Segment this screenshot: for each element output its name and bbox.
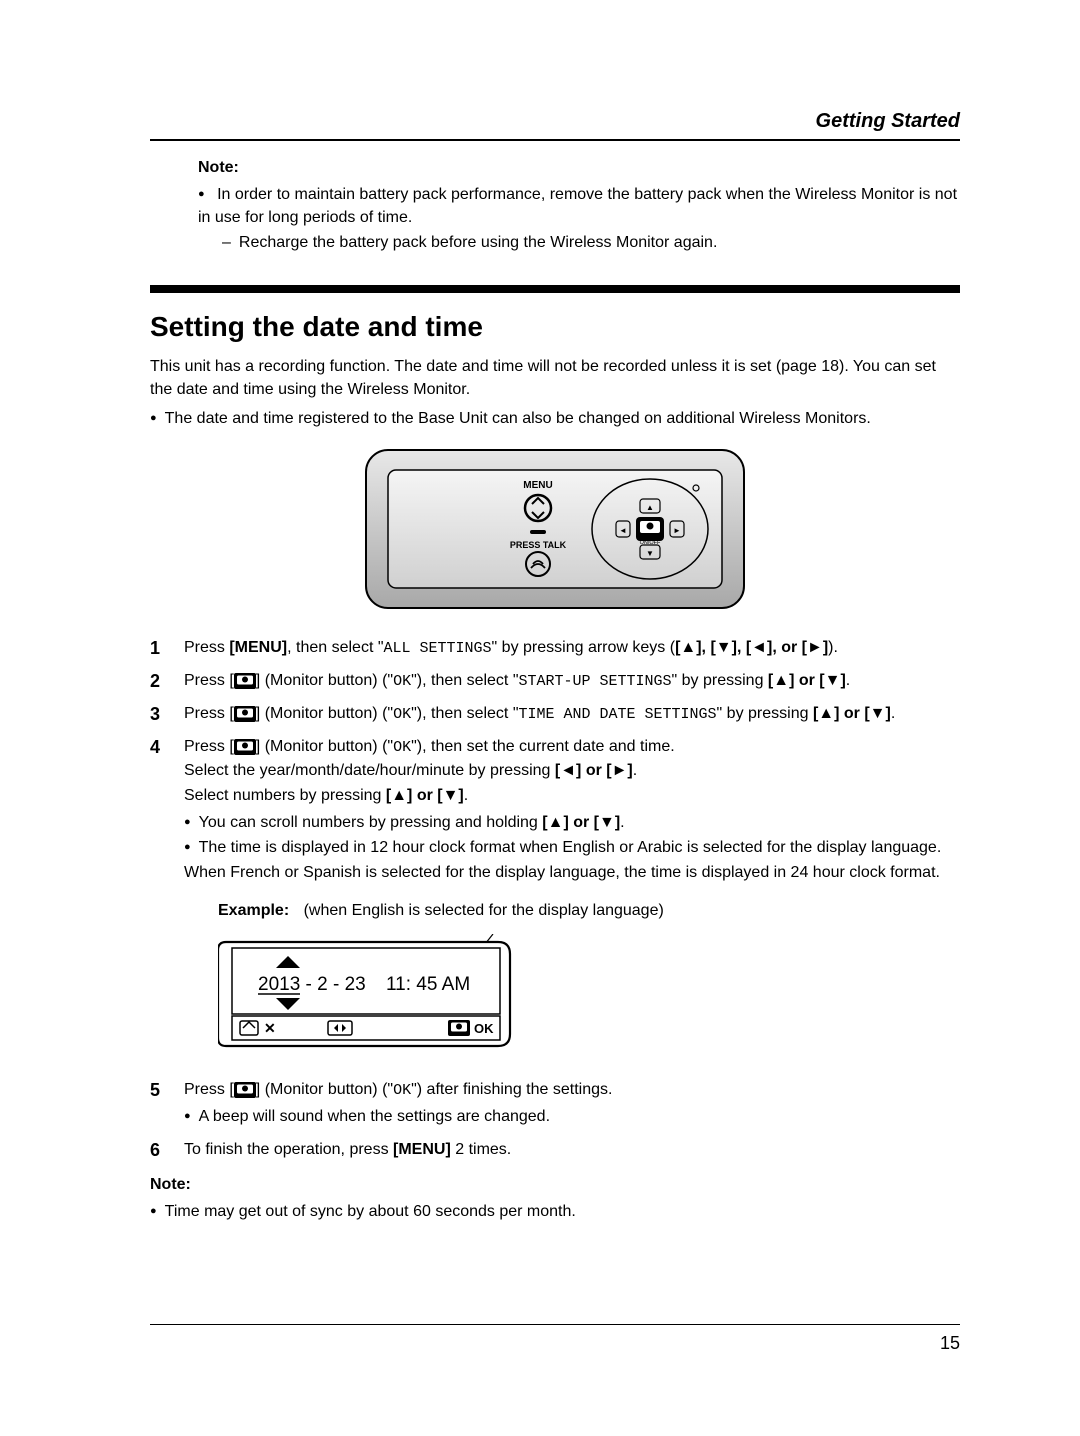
device-illustration: ▲ ▼ ◄ ► ON/OFF MENU PRESS TALK <box>360 444 750 614</box>
monitor-button-icon <box>234 1082 256 1098</box>
step-4-bullet: You can scroll numbers by pressing and h… <box>184 811 960 836</box>
svg-text:▼: ▼ <box>646 549 654 558</box>
step-2: Press [ ] (Monitor button) ("OK"), then s… <box>150 669 960 694</box>
note-label: Note: <box>150 1176 960 1194</box>
step-text: "), then select " <box>411 705 518 722</box>
monitor-button-icon <box>234 706 256 722</box>
step-text: . <box>464 787 468 804</box>
example-text: (when English is selected for the displa… <box>304 902 664 919</box>
menu-key: [MENU] <box>393 1141 451 1158</box>
svg-text:PRESS TALK: PRESS TALK <box>510 540 567 550</box>
note-bullet: Time may get out of sync by about 60 sec… <box>150 1200 960 1223</box>
step-text: ") after finishing the settings. <box>411 1081 612 1098</box>
svg-text:✕: ✕ <box>264 1020 276 1036</box>
step-text: ). <box>828 639 838 656</box>
step-text: "), then select " <box>411 672 518 689</box>
code-text: OK <box>393 739 411 756</box>
step-text: Select numbers by pressing <box>184 787 386 804</box>
section-divider <box>150 285 960 293</box>
step-1: Press [MENU], then select "ALL SETTINGS"… <box>150 636 960 661</box>
step-5: Press [ ] (Monitor button) ("OK") after f… <box>150 1078 960 1130</box>
arrow-keys: [▲] or [▼] <box>813 705 891 722</box>
step-text: Press [ <box>184 738 234 755</box>
step-text: ] (Monitor button) (" <box>256 672 393 689</box>
svg-text:▲: ▲ <box>646 503 654 512</box>
section-intro: This unit has a recording function. The … <box>150 355 960 401</box>
svg-text:►: ► <box>673 526 681 535</box>
svg-text:OK: OK <box>474 1021 494 1036</box>
arrow-keys: [◄] or [►] <box>555 762 633 779</box>
menu-key: [MENU] <box>229 639 287 656</box>
note-label: Note: <box>198 159 960 177</box>
code-text: OK <box>393 673 411 690</box>
example-label: Example: <box>218 899 289 924</box>
code-text: OK <box>393 1082 411 1099</box>
step-text: Press [ <box>184 705 234 722</box>
code-text: OK <box>393 706 411 723</box>
step-text: , then select " <box>287 639 383 656</box>
step-text: 2 times. <box>451 1141 511 1158</box>
step-text: . <box>620 814 624 831</box>
arrow-keys: [▲], [▼], [◄], or [►] <box>675 639 828 656</box>
step-5-bullet: A beep will sound when the settings are … <box>184 1105 960 1130</box>
step-4: Press [] (Monitor button) ("OK"), then s… <box>150 735 960 1055</box>
step-text: Press <box>184 639 229 656</box>
page-number: 15 <box>150 1324 960 1354</box>
step-text: " by pressing arrow keys ( <box>492 639 676 656</box>
step-text: Select the year/month/date/hour/minute b… <box>184 762 555 779</box>
step-4-bullet: The time is displayed in 12 hour clock f… <box>184 836 960 886</box>
step-text: . <box>891 705 895 722</box>
step-text: Press [ <box>184 1081 234 1098</box>
step-text: . <box>846 672 850 689</box>
note-bullet: In order to maintain battery pack perfor… <box>198 183 960 255</box>
step-text: You can scroll numbers by pressing and h… <box>199 814 543 831</box>
section-intro-bullet: The date and time registered to the Base… <box>150 407 960 430</box>
step-text: . <box>633 762 637 779</box>
step-text: " by pressing <box>717 705 813 722</box>
arrow-keys: [▲] or [▼] <box>386 787 464 804</box>
svg-text:2013 - 2 - 23: 2013 - 2 - 23 <box>258 974 366 995</box>
code-text: ALL SETTINGS <box>384 640 492 657</box>
step-6: To finish the operation, press [MENU] 2 … <box>150 1138 960 1163</box>
step-text: ] (Monitor button) (" <box>256 738 393 755</box>
svg-text:ON/OFF: ON/OFF <box>640 540 661 546</box>
svg-text:11: 45 AM: 11: 45 AM <box>386 974 470 995</box>
code-text: START-UP SETTINGS <box>519 673 672 690</box>
step-text: Press [ <box>184 672 234 689</box>
step-text: "), then set the current date and time. <box>411 738 675 755</box>
svg-text:◄: ◄ <box>619 526 627 535</box>
step-text: To finish the operation, press <box>184 1141 393 1158</box>
step-3: Press [ ] (Monitor button) ("OK"), then s… <box>150 702 960 727</box>
step-text: ] (Monitor button) (" <box>256 705 393 722</box>
example-screen-illustration: 2013 - 2 - 23 11: 45 AM ✕ <box>218 934 518 1054</box>
svg-text:MENU: MENU <box>523 480 552 491</box>
step-text: ] (Monitor button) (" <box>256 1081 393 1098</box>
step-text: " by pressing <box>672 672 768 689</box>
note-bullet-text: In order to maintain battery pack perfor… <box>198 186 957 226</box>
section-title: Setting the date and time <box>150 311 960 343</box>
page-section-header: Getting Started <box>150 110 960 133</box>
code-text: TIME AND DATE SETTINGS <box>519 706 717 723</box>
arrow-keys: [▲] or [▼] <box>768 672 846 689</box>
monitor-button-icon <box>234 739 256 755</box>
monitor-button-icon <box>234 673 256 689</box>
arrow-keys: [▲] or [▼] <box>542 814 620 831</box>
note-sub-bullet: Recharge the battery pack before using t… <box>222 231 960 254</box>
